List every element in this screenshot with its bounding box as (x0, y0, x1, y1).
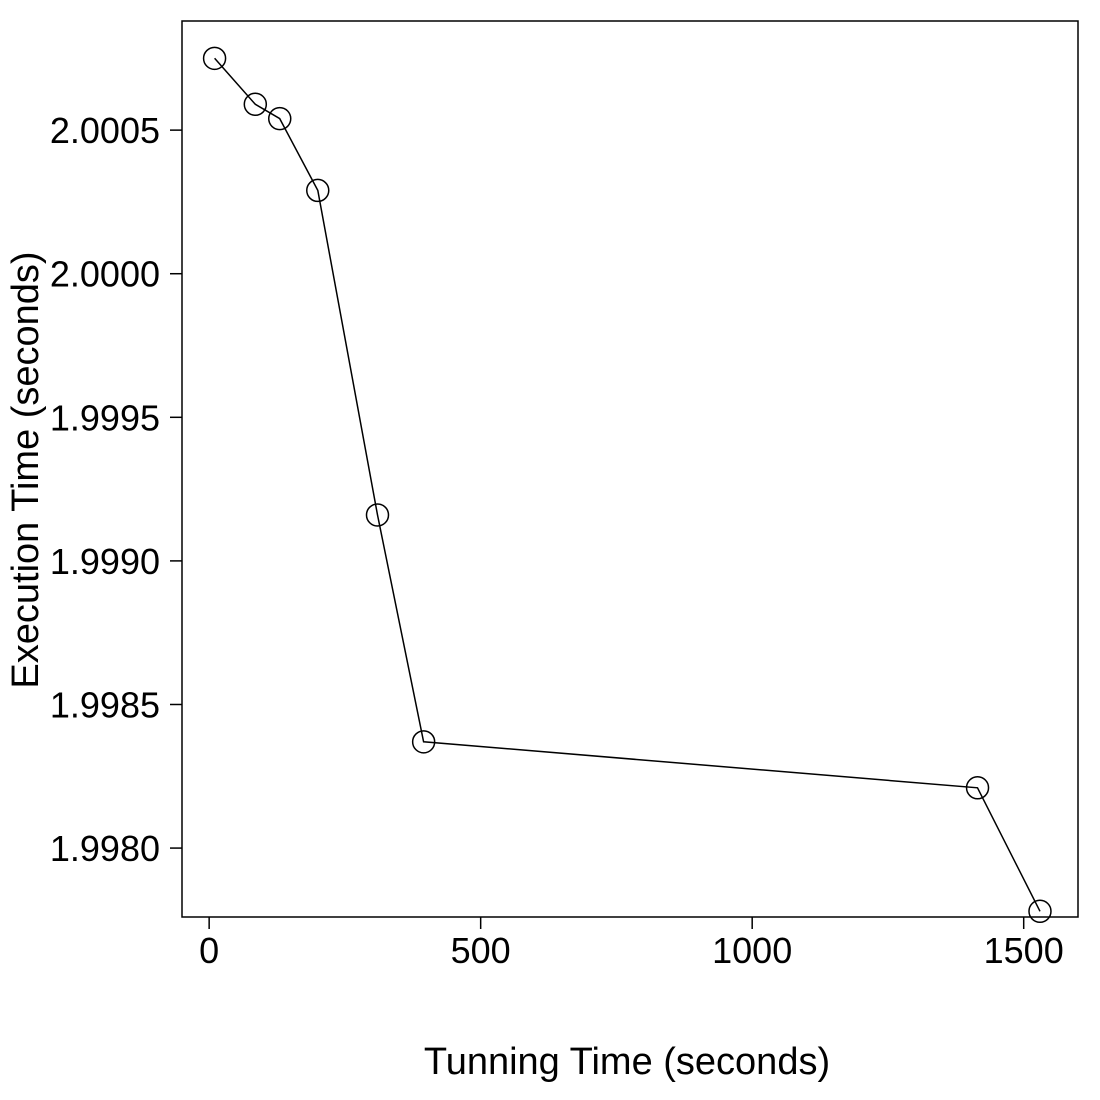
y-tick-label: 2.0005 (50, 110, 160, 151)
y-tick-label: 1.9990 (50, 541, 160, 582)
data-points (202, 46, 1052, 924)
x-tick-label: 0 (199, 930, 219, 971)
data-point (411, 730, 436, 754)
data-point (267, 106, 292, 131)
x-axis: 0 500 1000 1500 (199, 917, 1064, 971)
data-point (243, 92, 268, 117)
y-tick-label: 1.9980 (50, 828, 160, 869)
x-tick-label: 1500 (984, 930, 1064, 971)
y-axis: 1.9980 1.9985 1.9990 1.9995 2.0000 2.0005 (50, 110, 182, 869)
x-tick-label: 1000 (712, 930, 792, 971)
x-tick-label: 500 (451, 930, 511, 971)
data-point (306, 178, 330, 203)
plot-frame (181, 20, 1079, 918)
series-line (214, 57, 1041, 912)
y-axis-label: Execution Time (seconds) (5, 251, 47, 688)
data-point (965, 776, 990, 800)
y-tick-label: 2.0000 (50, 254, 160, 295)
y-tick-label: 1.9995 (50, 397, 160, 438)
y-tick-label: 1.9985 (50, 684, 160, 725)
data-point (202, 46, 227, 71)
data-point (1028, 899, 1052, 924)
series-polyline (214, 57, 1041, 912)
x-axis-label: Tunning Time (seconds) (424, 1041, 830, 1083)
data-point (365, 503, 390, 527)
